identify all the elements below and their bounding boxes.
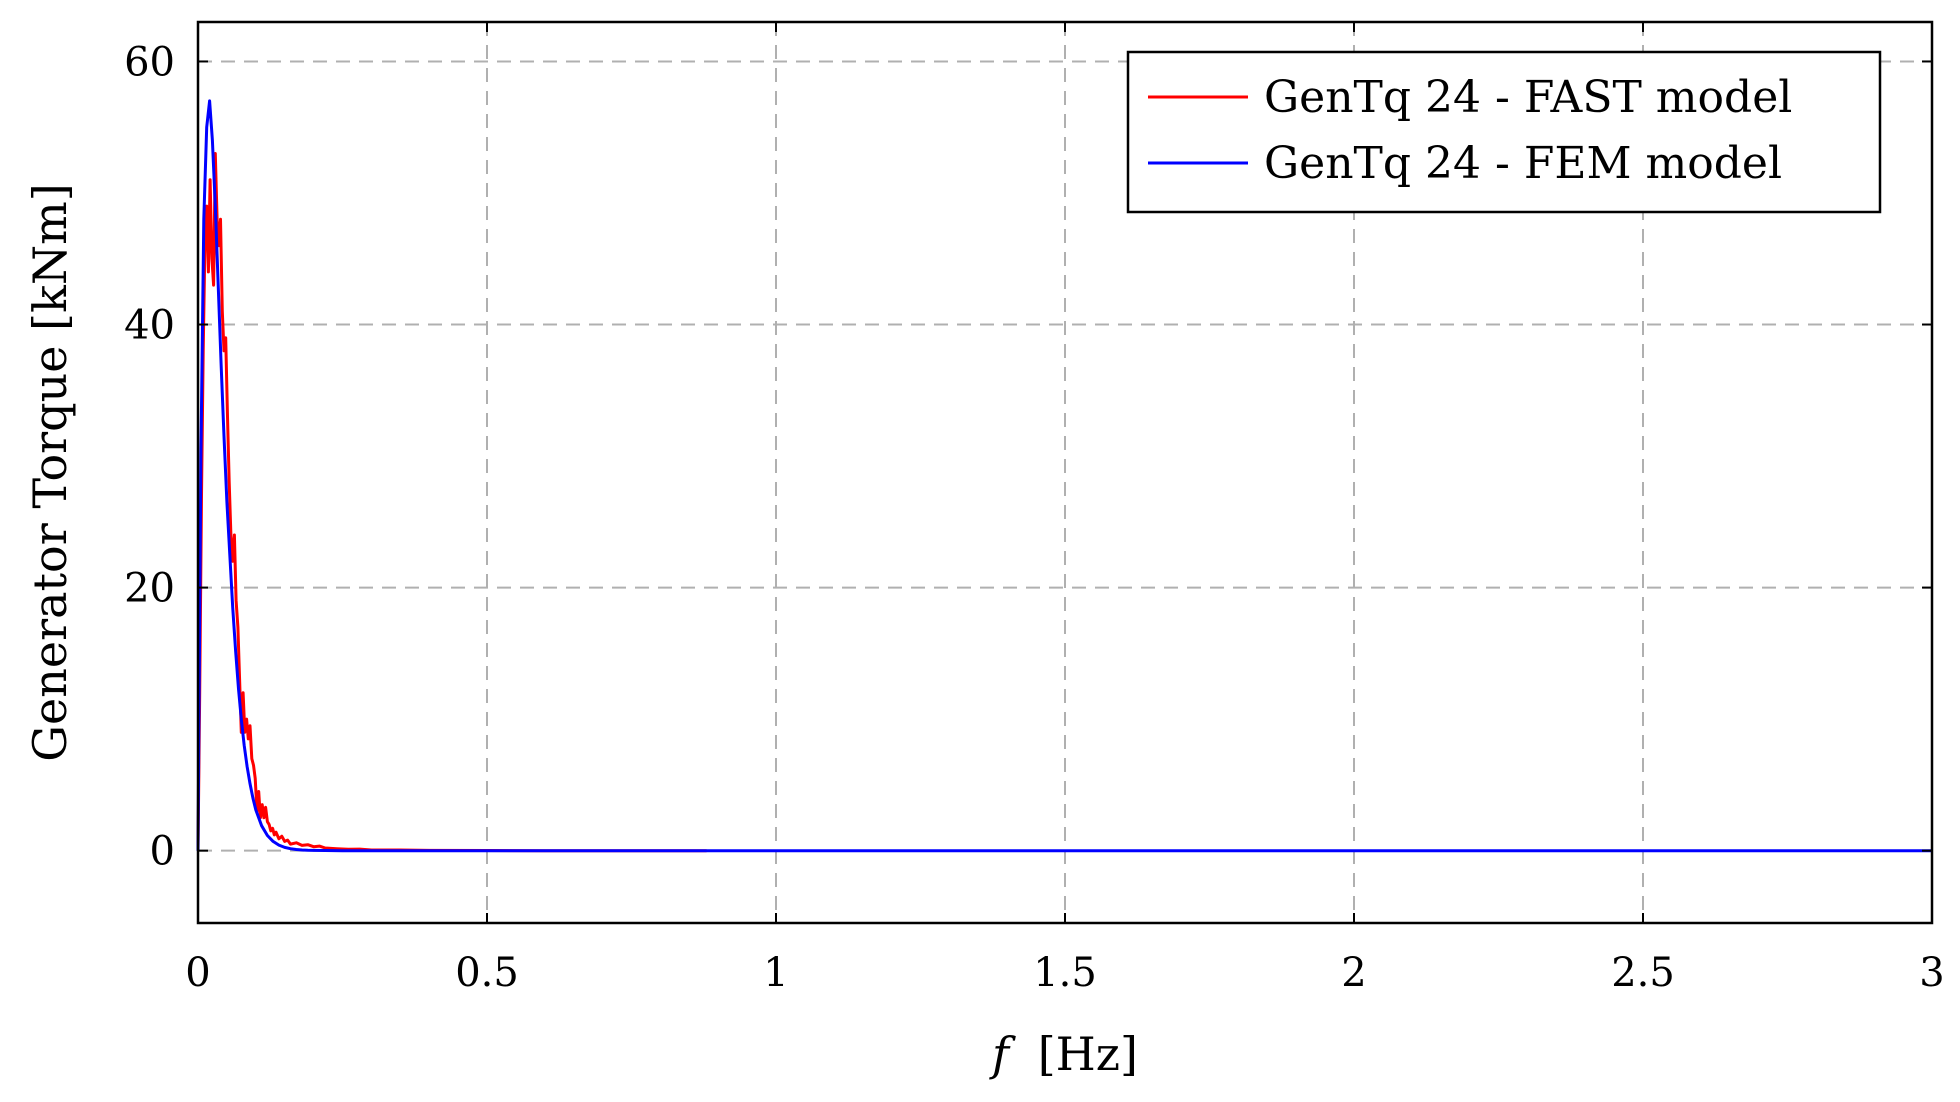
x-tick-label: 1.5 [1033,950,1097,996]
ticks [197,22,1933,923]
legend-label-fem: GenTq 24 - FEM model [1264,138,1782,189]
x-tick-label: 0 [185,950,210,996]
series-line-1 [196,99,1932,853]
y-axis-label: Generator Torque [kNm] [23,183,77,761]
y-tick-label: 60 [124,39,175,85]
x-tick-label: 2 [1341,950,1366,996]
x-axis-variable: f [989,1027,1016,1081]
legend: GenTq 24 - FAST model GenTq 24 - FEM mod… [1126,50,1882,214]
tick-labels: 0 0.5 1 1.5 2 2.5 3 0 20 40 60 [124,39,1945,996]
x-axis-unit: [Hz] [1038,1027,1138,1081]
x-tick-label: 0.5 [455,950,519,996]
y-tick-label: 0 [150,829,175,875]
legend-box [1126,50,1882,214]
y-tick-label: 20 [124,566,175,612]
legend-label-fast: GenTq 24 - FAST model [1264,72,1792,123]
x-tick-label: 3 [1919,950,1944,996]
x-tick-label: 2.5 [1611,950,1675,996]
plot-lines [196,99,1932,853]
y-tick-label: 40 [124,303,175,349]
x-axis-label: f [Hz] [989,1027,1138,1081]
x-tick-label: 1 [763,950,788,996]
